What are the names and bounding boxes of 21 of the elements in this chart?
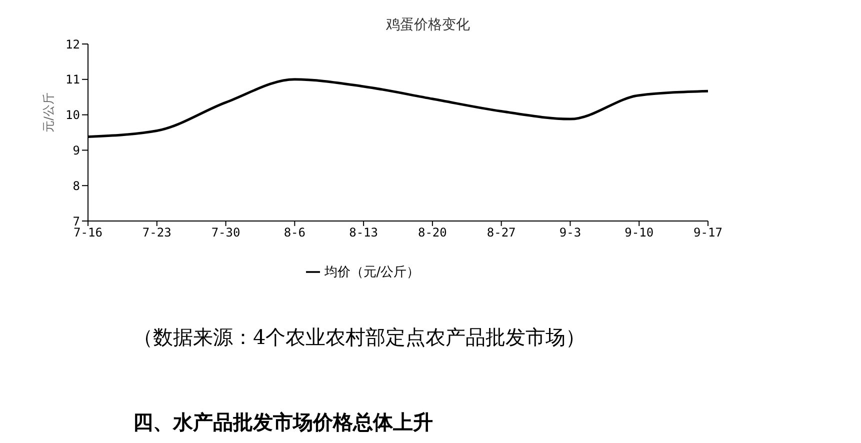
x-tick-label: 9-10 [624,226,654,240]
y-tick-label: 9 [72,143,80,158]
legend-label: 均价（元/公斤） [324,265,420,280]
y-axis-title: 元/公斤 [41,92,56,132]
y-tick-label: 12 [66,37,80,52]
x-tick-label: 8-20 [418,226,447,240]
y-tick-label: 10 [66,108,80,122]
text: （数据来源：4个农业农村部定点农产品批发市场） [133,324,587,351]
x-tick-label: 8-13 [349,226,378,240]
x-tick-label: 7-16 [74,226,102,240]
y-tick-label: 11 [66,72,80,87]
x-tick-label: 8-6 [284,226,306,240]
text: 四、水产品批发市场价格总体上升 [133,409,434,436]
x-tick-label: 8-27 [486,226,516,240]
x-tick-label: 7-23 [142,226,172,240]
x-tick-label: 9-3 [559,226,582,240]
x-tick-label: 9-17 [694,226,722,240]
y-tick-label: 7 [72,214,80,228]
x-tick-label: 7-30 [211,226,240,240]
chart-title: 鸡蛋价格变化 [385,16,471,34]
y-tick-label: 8 [72,178,80,193]
